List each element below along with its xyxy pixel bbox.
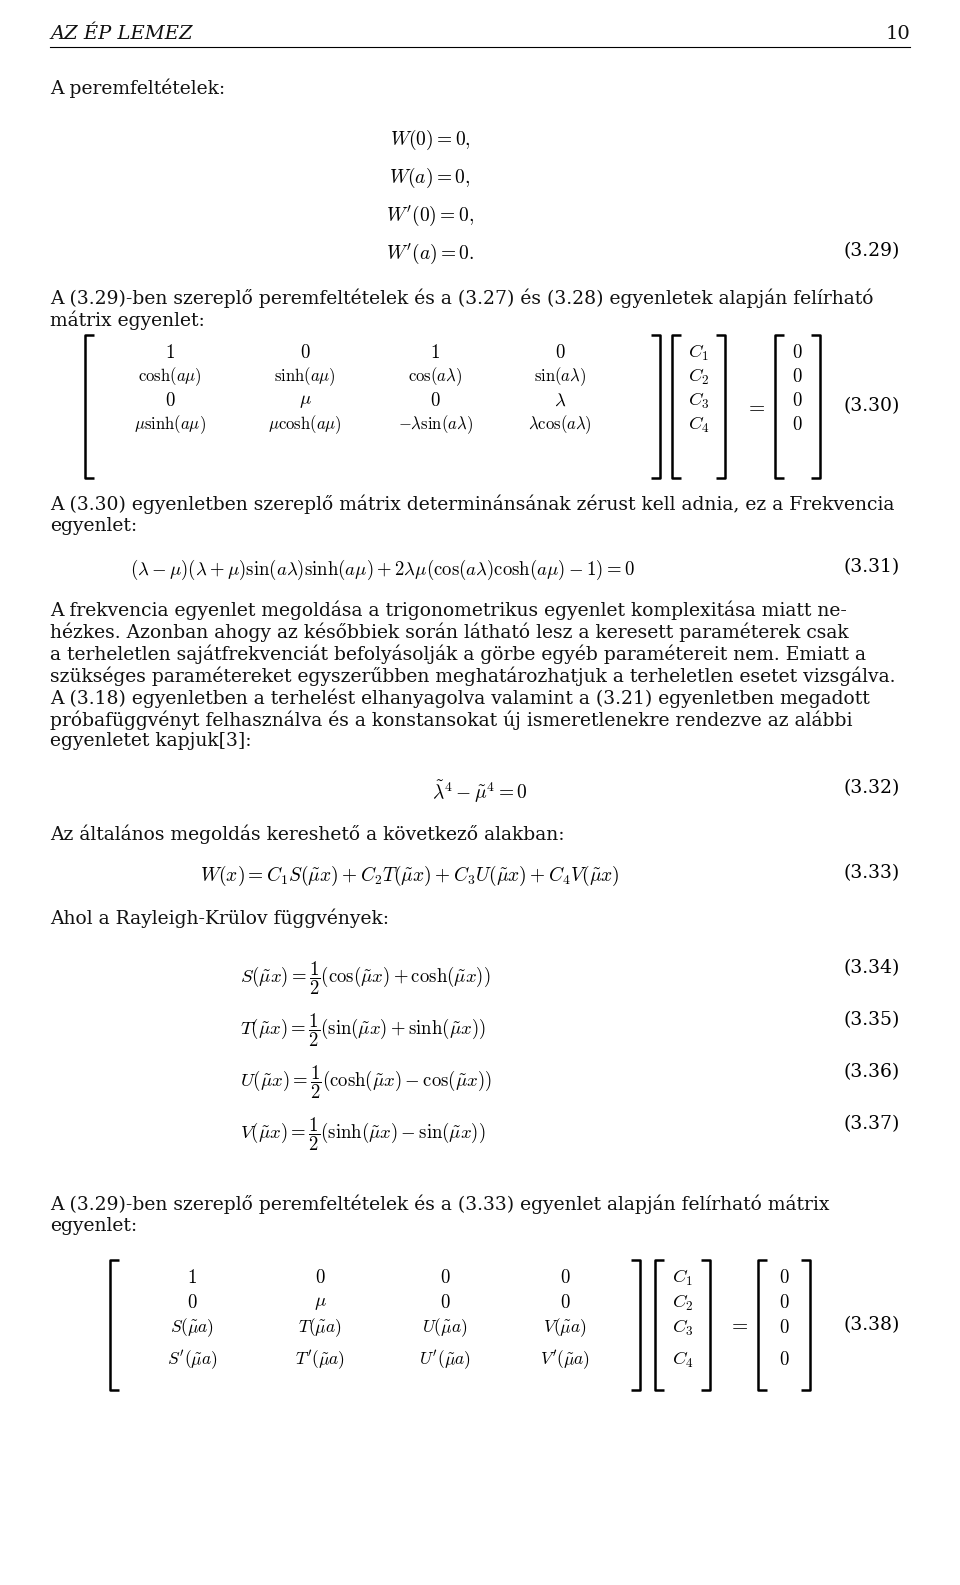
- Text: $0$: $0$: [792, 344, 803, 361]
- Text: $\sin(a\lambda)$: $\sin(a\lambda)$: [534, 366, 587, 388]
- Text: (3.29): (3.29): [844, 243, 900, 260]
- Text: $\cosh(a\mu)$: $\cosh(a\mu)$: [138, 366, 202, 388]
- Text: a terheletlen sajátfrekvenciát befolyásolják a görbe egyéb paramétereit nem. Emi: a terheletlen sajátfrekvenciát befolyáso…: [50, 644, 866, 664]
- Text: $\lambda$: $\lambda$: [554, 391, 566, 411]
- Text: $0$: $0$: [779, 1350, 789, 1369]
- Text: $0$: $0$: [430, 391, 441, 411]
- Text: A (3.18) egyenletben a terhelést elhanyagolva valamint a (3.21) egyenletben mega: A (3.18) egyenletben a terhelést elhanya…: [50, 688, 870, 707]
- Text: A peremfeltételek:: A peremfeltételek:: [50, 78, 226, 98]
- Text: $0$: $0$: [779, 1319, 789, 1338]
- Text: $S(\tilde{\mu}a)$: $S(\tilde{\mu}a)$: [170, 1317, 214, 1339]
- Text: $1$: $1$: [165, 344, 175, 361]
- Text: $0$: $0$: [560, 1293, 570, 1312]
- Text: Ahol a Rayleigh-Krülov függvények:: Ahol a Rayleigh-Krülov függvények:: [50, 910, 389, 929]
- Text: $U(\tilde{\mu}a)$: $U(\tilde{\mu}a)$: [422, 1317, 468, 1339]
- Text: A (3.30) egyenletben szereplő mátrix determinánsának zérust kell adnia, ez a Fre: A (3.30) egyenletben szereplő mátrix det…: [50, 495, 895, 515]
- Text: egyenlet:: egyenlet:: [50, 1217, 137, 1235]
- Text: $1$: $1$: [430, 344, 440, 361]
- Text: $0$: $0$: [560, 1270, 570, 1287]
- Text: $\mu\sinh(a\mu)$: $\mu\sinh(a\mu)$: [134, 414, 206, 436]
- Text: $C_1$: $C_1$: [688, 342, 708, 363]
- Text: $0$: $0$: [300, 344, 310, 361]
- Text: $-\lambda\sin(a\lambda)$: $-\lambda\sin(a\lambda)$: [397, 414, 472, 436]
- Text: egyenletet kapjuk[3]:: egyenletet kapjuk[3]:: [50, 732, 252, 750]
- Text: $C_2$: $C_2$: [672, 1293, 693, 1312]
- Text: $\cos(a\lambda)$: $\cos(a\lambda)$: [408, 366, 462, 388]
- Text: $=$: $=$: [745, 396, 765, 415]
- Text: $T(\tilde{\mu}x)=\dfrac{1}{2}(\sin(\tilde{\mu}x) + \sinh(\tilde{\mu}x))$: $T(\tilde{\mu}x)=\dfrac{1}{2}(\sin(\tild…: [240, 1011, 486, 1049]
- Text: $\sinh(a\mu)$: $\sinh(a\mu)$: [274, 366, 336, 388]
- Text: $\mu$: $\mu$: [314, 1293, 326, 1312]
- Text: $0$: $0$: [792, 415, 803, 434]
- Text: (3.38): (3.38): [844, 1316, 900, 1335]
- Text: $0$: $0$: [792, 368, 803, 387]
- Text: Az általános megoldás kereshető a következő alakban:: Az általános megoldás kereshető a követk…: [50, 824, 564, 843]
- Text: (3.35): (3.35): [844, 1011, 900, 1029]
- Text: A (3.29)-ben szereplő peremfeltételek és a (3.27) és (3.28) egyenletek alapján f: A (3.29)-ben szereplő peremfeltételek és…: [50, 288, 874, 307]
- Text: hézkes. Azonban ahogy az későbbiek során látható lesz a keresett paraméterek csa: hézkes. Azonban ahogy az későbbiek során…: [50, 621, 849, 642]
- Text: $U(\tilde{\mu}x)=\dfrac{1}{2}(\cosh(\tilde{\mu}x) - \cos(\tilde{\mu}x))$: $U(\tilde{\mu}x)=\dfrac{1}{2}(\cosh(\til…: [240, 1064, 492, 1102]
- Text: $0$: $0$: [186, 1293, 198, 1312]
- Text: $S(\tilde{\mu}x)=\dfrac{1}{2}(\cos(\tilde{\mu}x) + \cosh(\tilde{\mu}x))$: $S(\tilde{\mu}x)=\dfrac{1}{2}(\cos(\tild…: [240, 959, 491, 997]
- Text: mátrix egyenlet:: mátrix egyenlet:: [50, 311, 204, 330]
- Text: $W'(0) = 0,$: $W'(0) = 0,$: [386, 204, 474, 228]
- Text: (3.30): (3.30): [844, 398, 900, 415]
- Text: $V(\tilde{\mu}x)=\dfrac{1}{2}(\sinh(\tilde{\mu}x) - \sin(\tilde{\mu}x))$: $V(\tilde{\mu}x)=\dfrac{1}{2}(\sinh(\til…: [240, 1114, 486, 1152]
- Text: $W(0) = 0,$: $W(0) = 0,$: [390, 128, 470, 152]
- Text: $\lambda\cos(a\lambda)$: $\lambda\cos(a\lambda)$: [528, 414, 592, 436]
- Text: szükséges paramétereket egyszerűbben meghatározhatjuk a terheletlen esetet vizsg: szükséges paramétereket egyszerűbben meg…: [50, 666, 896, 685]
- Text: A frekvencia egyenlet megoldása a trigonometrikus egyenlet komplexitása miatt ne: A frekvencia egyenlet megoldása a trigon…: [50, 601, 847, 620]
- Text: $V(\tilde{\mu}a)$: $V(\tilde{\mu}a)$: [543, 1317, 587, 1339]
- Text: $0$: $0$: [779, 1293, 789, 1312]
- Text: (3.34): (3.34): [844, 959, 900, 976]
- Text: $0$: $0$: [440, 1270, 450, 1287]
- Text: $0$: $0$: [315, 1270, 325, 1287]
- Text: $0$: $0$: [440, 1293, 450, 1312]
- Text: $\tilde{\lambda}^4 - \tilde{\mu}^4 = 0$: $\tilde{\lambda}^4 - \tilde{\mu}^4 = 0$: [432, 778, 528, 805]
- Text: $0$: $0$: [792, 391, 803, 411]
- Text: (3.36): (3.36): [844, 1064, 900, 1081]
- Text: $0$: $0$: [555, 344, 565, 361]
- Text: $V'(\tilde{\mu}a)$: $V'(\tilde{\mu}a)$: [540, 1349, 590, 1371]
- Text: $=$: $=$: [728, 1316, 749, 1335]
- Text: $0$: $0$: [779, 1270, 789, 1287]
- Text: $C_4$: $C_4$: [687, 415, 709, 436]
- Text: 10: 10: [885, 25, 910, 43]
- Text: egyenlet:: egyenlet:: [50, 517, 137, 536]
- Text: próbafüggvényt felhasználva és a konstansokat új ismeretlenekre rendezve az aláb: próbafüggvényt felhasználva és a konstan…: [50, 710, 852, 729]
- Text: $U'(\tilde{\mu}a)$: $U'(\tilde{\mu}a)$: [420, 1349, 471, 1371]
- Text: $C_3$: $C_3$: [672, 1317, 693, 1338]
- Text: $T'(\tilde{\mu}a)$: $T'(\tilde{\mu}a)$: [295, 1349, 345, 1371]
- Text: $T(\tilde{\mu}a)$: $T(\tilde{\mu}a)$: [299, 1317, 342, 1339]
- Text: (3.32): (3.32): [844, 778, 900, 797]
- Text: $0$: $0$: [165, 391, 176, 411]
- Text: $S'(\tilde{\mu}a)$: $S'(\tilde{\mu}a)$: [167, 1349, 217, 1371]
- Text: (3.33): (3.33): [844, 864, 900, 881]
- Text: $C_4$: $C_4$: [672, 1350, 693, 1369]
- Text: $(\lambda - \mu)(\lambda + \mu)\sin(a\lambda)\sinh(a\mu) + 2\lambda\mu(\cos(a\la: $(\lambda - \mu)(\lambda + \mu)\sin(a\la…: [130, 558, 635, 582]
- Text: $W'(a) = 0.$: $W'(a) = 0.$: [386, 243, 474, 266]
- Text: $C_2$: $C_2$: [688, 366, 709, 387]
- Text: $C_1$: $C_1$: [672, 1268, 693, 1289]
- Text: $W(x) = C_1 S(\tilde{\mu}x) + C_2 T(\tilde{\mu}x) + C_3 U(\tilde{\mu}x) + C_4 V(: $W(x) = C_1 S(\tilde{\mu}x) + C_2 T(\til…: [200, 864, 620, 888]
- Text: $\mu\cosh(a\mu)$: $\mu\cosh(a\mu)$: [268, 414, 342, 436]
- Text: A (3.29)-ben szereplő peremfeltételek és a (3.33) egyenlet alapján felírható mát: A (3.29)-ben szereplő peremfeltételek és…: [50, 1195, 829, 1214]
- Text: (3.31): (3.31): [844, 558, 900, 575]
- Text: AZ ÉP LEMEZ: AZ ÉP LEMEZ: [50, 25, 193, 43]
- Text: $1$: $1$: [187, 1270, 197, 1287]
- Text: $\mu$: $\mu$: [299, 391, 311, 411]
- Text: (3.37): (3.37): [844, 1114, 900, 1133]
- Text: $C_3$: $C_3$: [687, 391, 709, 411]
- Text: $W(a) = 0,$: $W(a) = 0,$: [390, 166, 470, 190]
